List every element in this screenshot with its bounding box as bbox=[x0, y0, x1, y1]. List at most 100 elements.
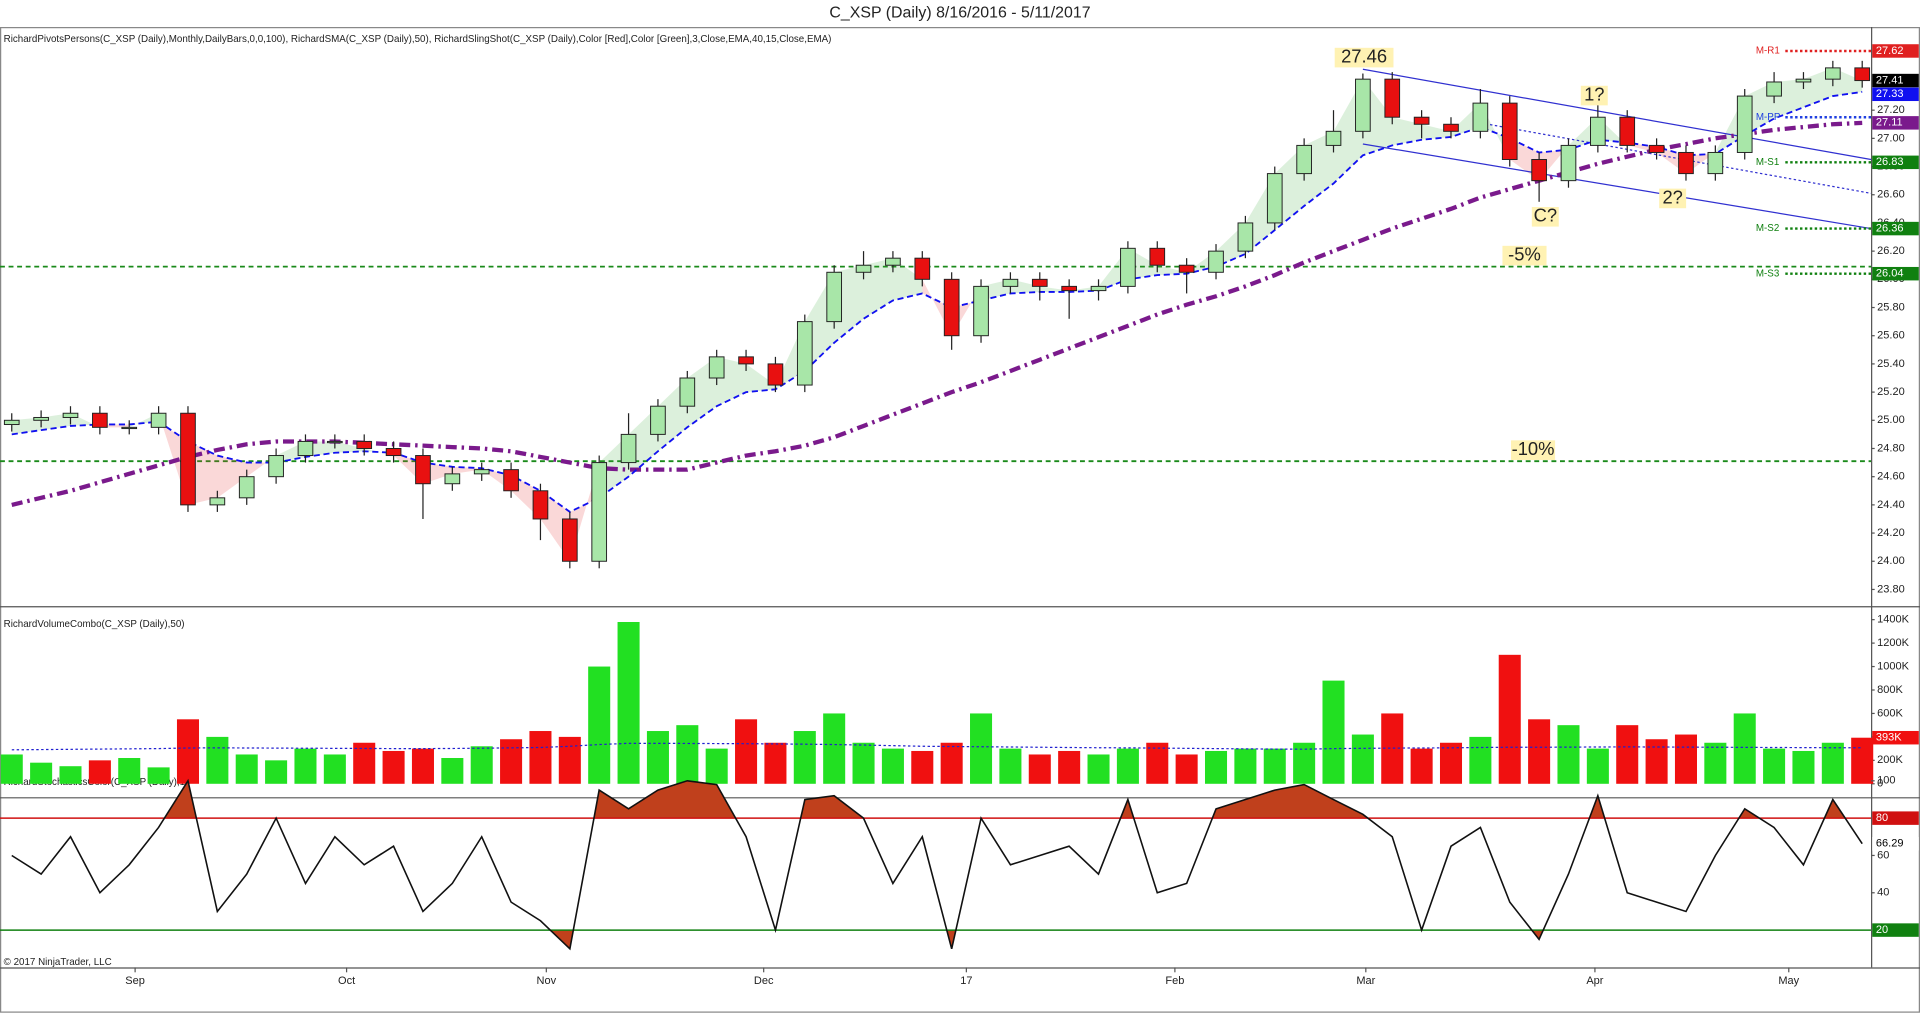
candle-body bbox=[650, 405, 666, 435]
x-tick-label: 17 bbox=[960, 975, 972, 987]
candle-body bbox=[1237, 222, 1254, 252]
candle-body bbox=[767, 363, 784, 386]
y-tick-label: 25.40 bbox=[1877, 358, 1905, 370]
candle-body bbox=[180, 412, 196, 506]
pivot-tag: 26.36 bbox=[1876, 222, 1904, 234]
pivot-name: M-S1 bbox=[1756, 157, 1779, 168]
level-tag-box bbox=[1872, 811, 1919, 825]
volume-bar bbox=[294, 748, 317, 784]
pivot-name: M-S3 bbox=[1756, 268, 1780, 279]
candle-body bbox=[1443, 123, 1459, 132]
y-tick-label: 24.40 bbox=[1877, 499, 1905, 511]
stoch-overbought-fill bbox=[11, 780, 1863, 819]
candle-body bbox=[1208, 250, 1224, 273]
pivot-tag-box bbox=[1872, 221, 1919, 236]
chart-title: C_XSP (Daily) 8/16/2016 - 5/11/2017 bbox=[829, 5, 1090, 22]
x-tick-label: Sep bbox=[125, 975, 145, 987]
candle-body bbox=[415, 455, 431, 485]
volume-bar bbox=[1058, 750, 1081, 784]
pivot-name: M-PP bbox=[1756, 112, 1781, 123]
slingshot-fill bbox=[334, 441, 365, 453]
volume-bar bbox=[1821, 742, 1844, 784]
volume-bar bbox=[735, 719, 758, 784]
annotation-box bbox=[1659, 188, 1687, 209]
volume-bar bbox=[1146, 742, 1169, 784]
indicator-label: RichardPivotsPersons(C_XSP (Daily),Month… bbox=[4, 34, 832, 45]
volume-bar bbox=[529, 731, 552, 784]
volume-bar bbox=[206, 736, 229, 784]
y-tick-label: 23.80 bbox=[1877, 583, 1905, 595]
candle-body bbox=[1501, 102, 1518, 160]
candle-body bbox=[297, 440, 314, 457]
candle-body bbox=[1472, 102, 1489, 132]
volume-bar bbox=[617, 621, 640, 784]
candle-body bbox=[1678, 151, 1694, 175]
volume-bar bbox=[823, 713, 846, 784]
percent-label: -10% bbox=[1512, 438, 1555, 459]
candle-body bbox=[473, 469, 490, 475]
annotation-box bbox=[1580, 85, 1608, 106]
pivot-tag: 26.04 bbox=[1876, 268, 1904, 280]
pivot-name: M-R1 bbox=[1756, 46, 1780, 57]
volume-bar bbox=[353, 742, 376, 784]
candle-body bbox=[268, 455, 284, 478]
volume-bar bbox=[1616, 725, 1639, 784]
copyright: © 2017 NinjaTrader, LLC bbox=[4, 957, 112, 968]
volume-bar bbox=[147, 767, 170, 784]
candle-body bbox=[826, 271, 843, 323]
y-tick-label: 25.80 bbox=[1877, 301, 1905, 313]
volume-bar bbox=[30, 762, 53, 784]
candle-body bbox=[973, 285, 989, 337]
candle-body bbox=[914, 257, 931, 280]
volume-bar bbox=[470, 746, 493, 784]
y-tick-label: 600K bbox=[1877, 707, 1903, 719]
x-tick-label: Dec bbox=[754, 975, 774, 987]
candle-body bbox=[209, 497, 226, 506]
candle-body bbox=[385, 447, 402, 457]
y-tick-label: 0 bbox=[1877, 778, 1883, 790]
candle-body bbox=[121, 426, 138, 430]
y-tick-label: 800K bbox=[1877, 684, 1903, 696]
candle-body bbox=[33, 416, 49, 421]
candle-body bbox=[532, 490, 549, 520]
y-tick-label: 1000K bbox=[1877, 660, 1910, 672]
x-tick-label: Apr bbox=[1586, 975, 1603, 987]
candle-body bbox=[1325, 130, 1342, 146]
candle-body bbox=[444, 473, 461, 485]
y-tick-label: 25.60 bbox=[1877, 330, 1905, 342]
candle-body bbox=[855, 264, 872, 273]
candle-body bbox=[1384, 78, 1401, 118]
sma-tag: 27.11 bbox=[1876, 117, 1903, 129]
pivot-name: M-S2 bbox=[1756, 223, 1779, 234]
x-tick-label: Feb bbox=[1165, 975, 1184, 987]
candle-body bbox=[943, 278, 960, 337]
candle-body bbox=[1266, 173, 1283, 224]
volume-bar bbox=[1322, 680, 1345, 784]
candle-body bbox=[1531, 159, 1547, 182]
indicator-label: RichardVolumeCombo(C_XSP (Daily),50) bbox=[4, 619, 185, 630]
annotation: 2? bbox=[1662, 186, 1682, 207]
pivot-tag-box bbox=[1872, 44, 1919, 58]
volume-bar bbox=[558, 736, 581, 784]
volume-bar bbox=[1498, 654, 1521, 784]
annotation-box bbox=[1511, 440, 1556, 460]
frame bbox=[0, 27, 1920, 1013]
y-tick-label: 200K bbox=[1877, 754, 1903, 766]
volume-bar bbox=[1586, 748, 1609, 784]
y-tick-label: 27.20 bbox=[1877, 104, 1905, 116]
y-tick-label: 24.60 bbox=[1877, 471, 1905, 483]
sma-line bbox=[11, 120, 1863, 508]
volume-bar bbox=[1851, 737, 1874, 784]
volume-bar bbox=[500, 739, 523, 784]
ema-tag: 27.33 bbox=[1876, 88, 1904, 100]
volume-bar bbox=[411, 748, 434, 784]
volume-bar bbox=[441, 757, 464, 784]
volume-bar bbox=[176, 719, 200, 784]
annotation-box bbox=[1334, 47, 1394, 68]
candle-body bbox=[1590, 116, 1606, 146]
volume-bar bbox=[118, 757, 141, 784]
volume-bar bbox=[1469, 736, 1492, 784]
candle-body bbox=[1766, 81, 1782, 97]
volume-bar bbox=[1674, 734, 1697, 784]
volume-bar bbox=[940, 742, 963, 784]
